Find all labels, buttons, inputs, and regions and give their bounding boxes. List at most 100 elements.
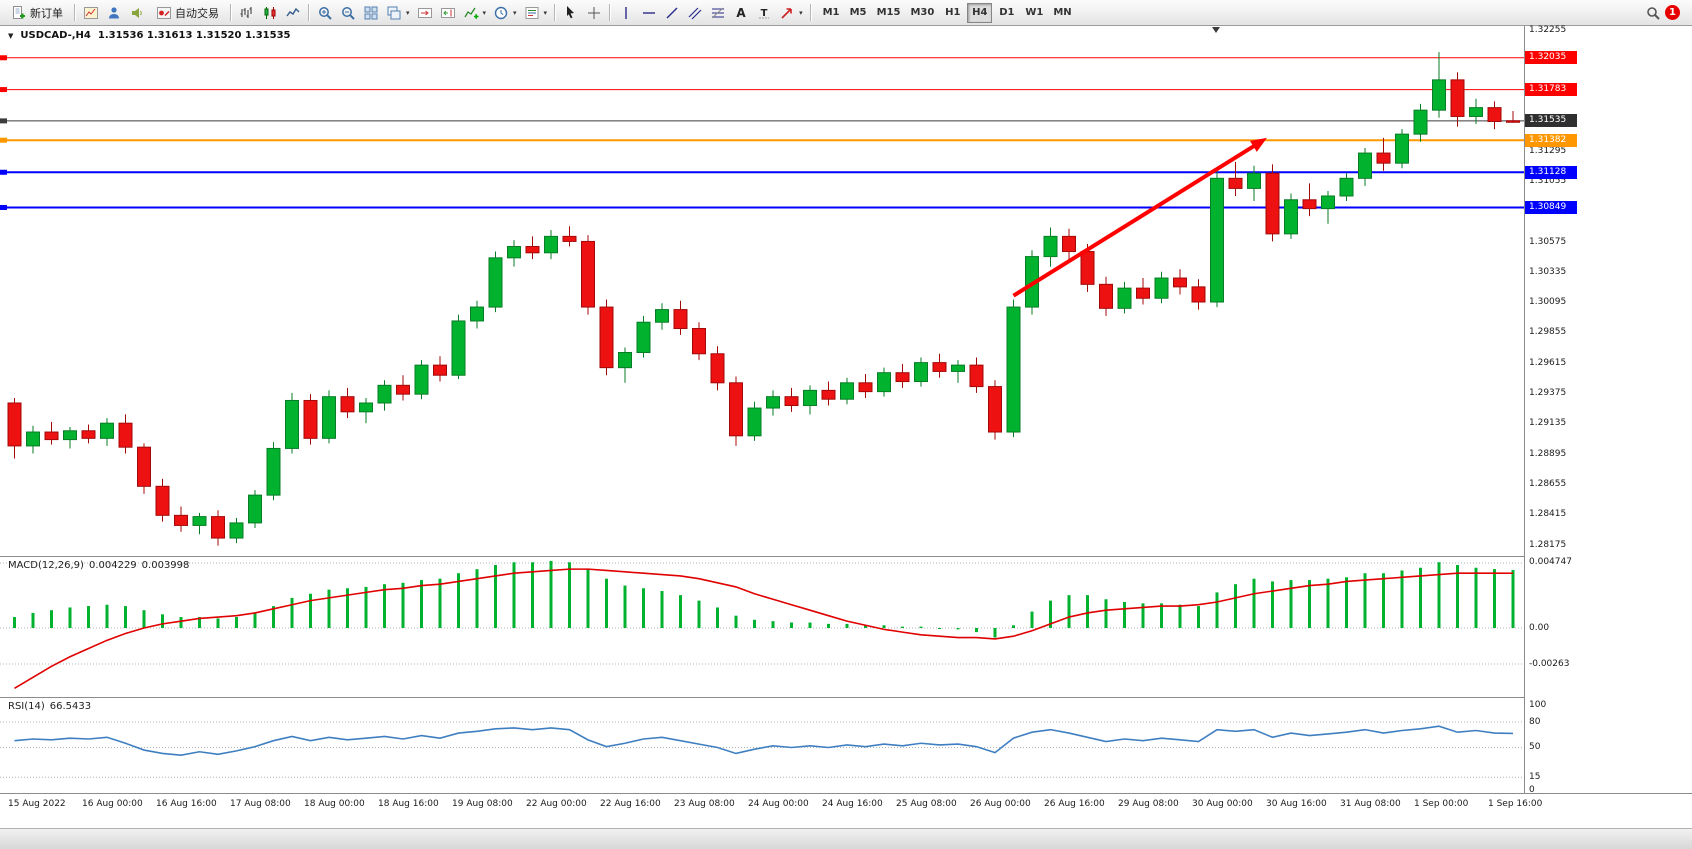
macd-histogram-bar [179,617,183,628]
price-axis-label: 1.31295 [1529,145,1567,156]
price-axis-label: 1.30095 [1529,297,1567,308]
notification-badge[interactable]: 1 [1665,5,1680,20]
candle [451,314,466,380]
timeframe-m15[interactable]: M15 [873,3,905,23]
search-button[interactable] [1642,2,1664,23]
macd-histogram-bar [1419,567,1422,628]
macd-histogram-bar [494,565,497,628]
text-button[interactable]: A [730,2,752,23]
candle [1117,281,1132,314]
macd-histogram-bar [1141,603,1145,628]
templates-button[interactable]: ▾ [521,2,551,23]
trendline-icon [666,7,678,18]
chart-shift-icon [440,7,455,18]
macd-histogram-bar [938,628,941,629]
one-click-trading-icon[interactable]: ▼ [8,31,14,40]
price-axis-label: 1.31055 [1529,175,1567,186]
search-icon [1647,6,1660,20]
charts-button[interactable] [80,2,102,23]
chart-shift-button[interactable] [437,2,459,23]
cursor-icon [567,5,575,18]
timeframe-m30[interactable]: M30 [906,3,938,23]
scroll-to-end-button[interactable] [414,2,436,23]
periods-button[interactable]: ▾ [490,2,520,23]
trend-arrow[interactable] [1012,137,1267,298]
text-label-button[interactable]: T [753,2,775,23]
indicators-button[interactable]: ▾ [460,2,490,23]
status-bar [0,828,1692,849]
tile-windows-button[interactable] [360,2,382,23]
channel-button[interactable] [684,2,706,23]
fibonacci-button[interactable] [707,2,729,23]
macd-histogram-bar [161,614,164,628]
rsi-pane-canvas[interactable] [0,698,1524,793]
candle [155,478,170,522]
timeframe-w1[interactable]: W1 [1021,3,1047,23]
macd-histogram-bar [383,584,386,628]
horizontal-line-1.31783[interactable] [0,87,1524,93]
trendline-button[interactable] [661,2,683,23]
candle [1321,190,1335,224]
macd-histogram-bar [1308,580,1311,628]
time-axis[interactable]: 15 Aug 2022 16 Aug 00:00 16 Aug 16:00 17 Au… [0,794,1692,828]
macd-histogram-bar [1456,565,1459,628]
new-order-icon [13,5,25,19]
pane-divider[interactable] [0,697,1692,698]
zoom-out-button[interactable] [337,2,359,23]
line-chart-button[interactable] [282,2,304,23]
timeframe-h4[interactable]: H4 [967,2,993,23]
candle [803,385,817,415]
cursor-button[interactable] [560,2,582,23]
time-axis-label: 29 Aug 08:00 [1118,799,1179,809]
candle [414,360,429,400]
macd-pane-canvas[interactable] [0,557,1524,697]
macd-histogram-bar [956,628,960,630]
horizontal-line-1.31382[interactable] [0,137,1524,143]
price-axis-label: 1.32255 [1529,24,1567,35]
profile-button[interactable] [103,2,125,23]
macd-histogram-bar [1252,578,1256,628]
cascade-windows-button[interactable]: ▾ [383,2,413,23]
timeframe-d1[interactable]: D1 [994,3,1019,23]
new-order-button[interactable]: 新订单 [4,2,70,23]
candle [396,375,410,401]
zoom-in-button[interactable] [314,2,336,23]
price-chart-canvas[interactable] [0,26,1524,556]
horizontal-line-1.31128[interactable] [0,169,1524,175]
horizontal-line-1.32035[interactable] [0,55,1524,61]
candle [692,322,706,361]
new-order-label: 新订单 [30,6,63,20]
time-axis-label: 24 Aug 16:00 [822,799,883,809]
timeframe-mn[interactable]: MN [1049,3,1075,23]
vertical-line-button[interactable] [615,2,637,23]
line-chart-icon [286,7,300,16]
price-axis-label: 1.28415 [1529,509,1567,520]
macd-histogram-bar [1197,606,1200,628]
bar-chart-button[interactable] [236,2,258,23]
timeframe-m1[interactable]: M1 [819,3,844,23]
timeframe-m5[interactable]: M5 [846,3,871,23]
candlestick-chart-button[interactable] [259,2,281,23]
macd-histogram-bar [1067,595,1071,628]
horizontal-line-button[interactable] [638,2,660,23]
pane-divider[interactable] [0,556,1692,557]
timeframe-h1[interactable]: H1 [940,3,965,23]
price-axis-label: 1.28895 [1529,448,1567,459]
price-axis-label: 1.30575 [1529,236,1567,247]
alerts-button[interactable] [126,2,148,23]
chevron-down-icon: ▾ [482,8,487,17]
macd-histogram-bar [827,623,830,628]
alerts-icon [132,7,142,18]
toolbar-separator [809,4,812,21]
candle [137,443,151,494]
candle [914,357,928,387]
macd-label: MACD(12,26,9) 0.004229 0.003998 [8,560,194,571]
price-axis[interactable]: 1.32255 1.31295 1.31055 1.30575 1.30335 1.300… [1524,24,1692,795]
crosshair-button[interactable] [583,2,605,23]
autotrading-button[interactable]: 自动交易 [149,2,226,23]
horizontal-line-1.31535[interactable] [0,118,1524,124]
candle [581,235,595,315]
arrows-button[interactable]: ▾ [776,2,806,23]
crosshair-icon [588,6,601,19]
chart-shift-marker[interactable] [1212,27,1220,33]
